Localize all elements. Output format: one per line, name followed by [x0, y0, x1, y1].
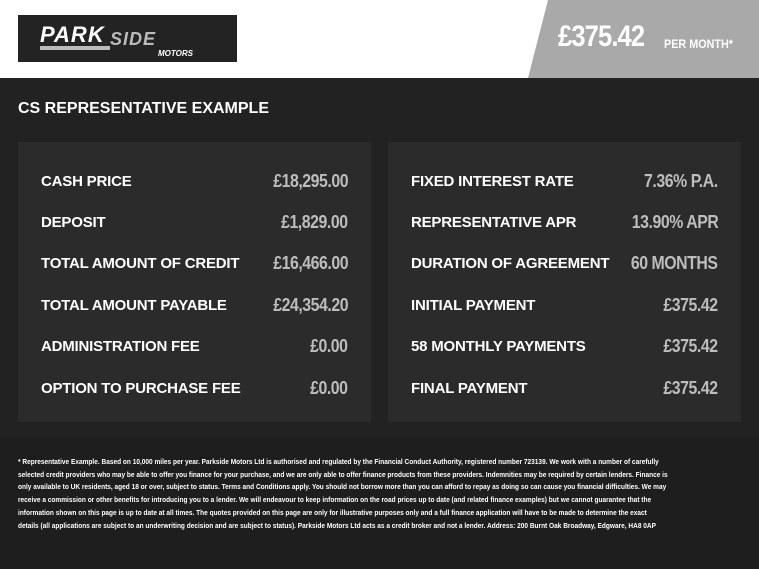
finance-label: ADMINISTRATION FEE [41, 338, 200, 356]
finance-value: 13.90% APR [631, 211, 718, 232]
finance-row: INITIAL PAYMENT £375.42 [411, 295, 718, 315]
per-month-label: PER MONTH* [664, 37, 734, 51]
finance-row: DEPOSIT £1,829.00 [41, 212, 348, 232]
svg-text:MOTORS: MOTORS [158, 49, 194, 58]
finance-row: DURATION OF AGREEMENT 60 MONTHS [411, 253, 718, 274]
section-title: CS REPRESENTATIVE EXAMPLE [18, 100, 269, 117]
finance-value: £0.00 [310, 336, 349, 357]
parkside-motors-logo: PARK SIDE MOTORS [18, 15, 237, 62]
monthly-price-banner: £375.42 PER MONTH* [528, 0, 759, 78]
finance-value: £0.00 [310, 377, 349, 398]
finance-row: 58 MONTHLY PAYMENTS £375.42 [411, 336, 719, 357]
svg-text:PARK: PARK [40, 22, 106, 47]
finance-label: DEPOSIT [41, 213, 106, 231]
footnote-line: receive a commission or other benefits f… [18, 495, 652, 505]
finance-label: OPTION TO PURCHASE FEE [41, 379, 241, 397]
footnote-line: details (all applications are subject to… [18, 520, 656, 530]
footnote: * Representative Example. Based on 10,00… [18, 456, 759, 532]
finance-panel-right: FIXED INTEREST RATE 7.36% P.A. REPRESENTAT… [388, 142, 741, 422]
finance-row: FINAL PAYMENT £375.42 [411, 378, 718, 398]
finance-value: 60 MONTHS [631, 253, 718, 274]
finance-label: REPRESENTATIVE APR [411, 213, 577, 231]
finance-row: OPTION TO PURCHASE FEE £0.00 [41, 378, 348, 398]
finance-row: ADMINISTRATION FEE £0.00 [41, 336, 349, 357]
finance-label: FIXED INTEREST RATE [411, 172, 574, 190]
footnote-section: * Representative Example. Based on 10,00… [0, 438, 759, 569]
footnote-line: only available to UK residents, aged 18 … [18, 482, 667, 492]
finance-label: TOTAL AMOUNT OF CREDIT [41, 255, 240, 273]
finance-label: CASH PRICE [41, 172, 132, 190]
header: PARK SIDE MOTORS £375.42 PER MONTH* [0, 0, 759, 78]
finance-value: £18,295.00 [273, 170, 348, 191]
finance-row: FIXED INTEREST RATE 7.36% P.A. [411, 171, 718, 191]
finance-value: 7.36% P.A. [644, 170, 718, 191]
finance-label: DURATION OF AGREEMENT [411, 255, 610, 273]
finance-value: £375.42 [663, 294, 719, 315]
monthly-price: £375.42 [558, 20, 645, 53]
finance-value: £375.42 [663, 377, 719, 398]
finance-label: 58 MONTHLY PAYMENTS [411, 338, 586, 356]
finance-panel-left: CASH PRICE £18,295.00 DEPOSIT £1,829.00 TOTA… [18, 142, 371, 422]
finance-value: £1,829.00 [281, 211, 348, 232]
footnote-line: * Representative Example. Based on 10,00… [18, 457, 659, 466]
finance-row: CASH PRICE £18,295.00 [41, 171, 348, 191]
finance-label: TOTAL AMOUNT PAYABLE [41, 296, 227, 314]
footnote-line: information shown on this page is up to … [18, 507, 647, 517]
footnote-line: selected credit providers who may be abl… [18, 469, 668, 479]
finance-label: INITIAL PAYMENT [411, 296, 536, 314]
finance-value: £24,354.20 [273, 294, 348, 315]
finance-row: TOTAL AMOUNT PAYABLE £24,354.20 [41, 295, 348, 315]
finance-value: £16,466.00 [273, 253, 348, 274]
svg-text:SIDE: SIDE [110, 29, 156, 49]
finance-value: £375.42 [663, 336, 719, 357]
finance-label: FINAL PAYMENT [411, 379, 528, 397]
finance-row: REPRESENTATIVE APR 13.90% APR [411, 212, 718, 232]
finance-row: TOTAL AMOUNT OF CREDIT £16,466.00 [41, 253, 348, 274]
